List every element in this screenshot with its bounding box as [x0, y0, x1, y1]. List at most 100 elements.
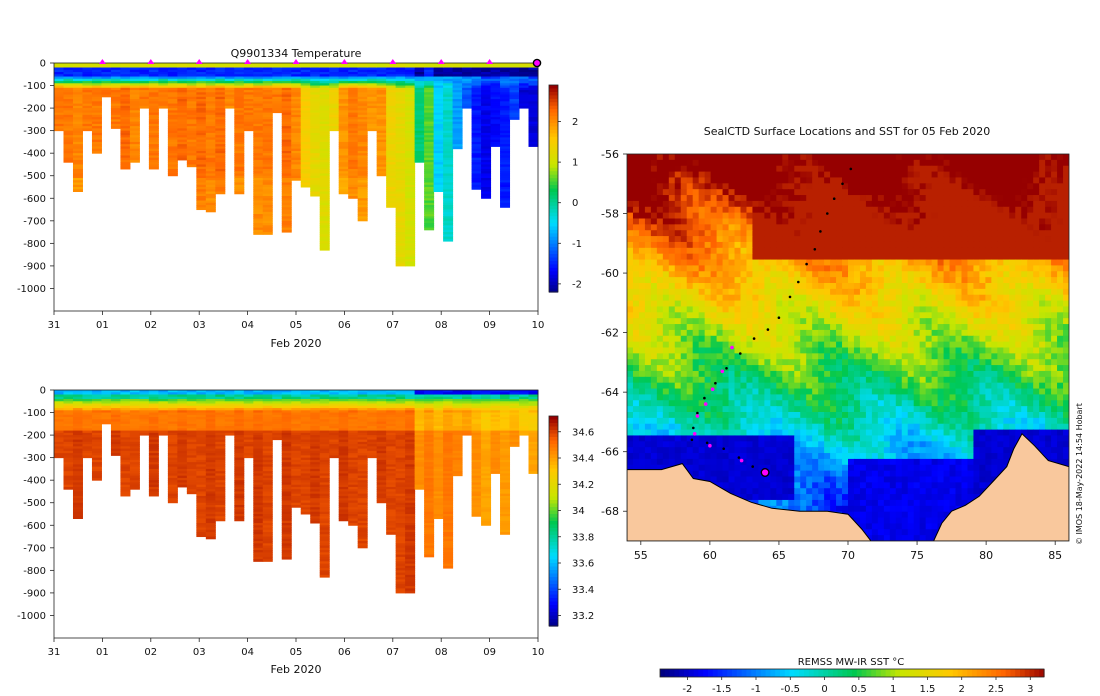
- temperature-cell: [452, 146, 463, 150]
- temperature-cell: [82, 121, 93, 125]
- temperature-cell: [471, 74, 482, 78]
- temperature-cell: [386, 76, 397, 80]
- temperature-cell: [471, 159, 482, 163]
- salinity-cell: [158, 394, 169, 398]
- temperature-cell: [319, 234, 330, 238]
- temperature-cell: [357, 69, 368, 73]
- salinity-cell: [91, 430, 102, 434]
- salinity-cell: [129, 426, 140, 429]
- temperature-cell: [120, 72, 131, 75]
- salinity-cell: [110, 426, 121, 429]
- temperature-cell: [424, 193, 435, 197]
- salinity-cell: [129, 446, 140, 450]
- temperature-cell: [319, 99, 330, 102]
- salinity-cell: [148, 446, 159, 450]
- temperature-cell: [443, 76, 454, 80]
- temperature-cell: [300, 112, 311, 116]
- temperature-cell: [72, 108, 83, 111]
- temperature-cell: [338, 69, 349, 73]
- temperature-cell: [376, 119, 387, 123]
- temperature-cell: [500, 196, 511, 199]
- temperature-cell: [158, 99, 169, 102]
- temperature-cell: [500, 191, 511, 195]
- temperature-cell: [500, 101, 511, 105]
- temperature-cell: [310, 65, 321, 68]
- temperature-cell: [91, 128, 102, 132]
- temperature-cell: [291, 112, 302, 116]
- salinity-cell: [91, 477, 102, 481]
- salinity-cell: [63, 421, 74, 425]
- temperature-cell: [395, 238, 406, 242]
- salinity-cell: [129, 457, 140, 461]
- temperature-cell: [167, 101, 178, 105]
- temperature-cell: [471, 121, 482, 125]
- temperature-cell: [338, 87, 349, 91]
- temperature-cell: [281, 132, 292, 136]
- temperature-cell: [224, 63, 235, 66]
- temperature-cell: [329, 92, 340, 96]
- temperature-cell: [120, 78, 131, 82]
- temperature-cell: [300, 99, 311, 102]
- salinity-cell: [63, 410, 74, 414]
- temperature-cell: [253, 117, 264, 120]
- temperature-cell: [139, 74, 150, 78]
- temperature-cell: [443, 155, 454, 159]
- temperature-cell: [177, 153, 188, 156]
- temperature-cell: [443, 214, 454, 217]
- temperature-cell: [357, 101, 368, 105]
- salinity-cell: [243, 455, 254, 459]
- temperature-cell: [148, 72, 159, 75]
- temperature-cell: [63, 74, 74, 78]
- colorbar-swatch: [549, 212, 558, 217]
- salinity-cell: [177, 430, 188, 434]
- temperature-cell: [148, 76, 159, 80]
- temperature-cell: [405, 67, 416, 71]
- temperature-cell: [310, 78, 321, 82]
- temperature-cell: [167, 94, 178, 98]
- temperature-cell: [452, 78, 463, 82]
- temperature-cell: [405, 99, 416, 102]
- salinity-cell: [167, 477, 178, 481]
- salinity-cell: [167, 484, 178, 488]
- salinity-cell: [129, 455, 140, 459]
- temperature-cell: [82, 78, 93, 82]
- temperature-cell: [253, 87, 264, 91]
- temperature-cell: [386, 162, 397, 165]
- temperature-cell: [291, 162, 302, 165]
- temperature-cell: [490, 110, 501, 114]
- temperature-cell: [158, 90, 169, 93]
- temperature-cell: [196, 99, 207, 102]
- temperature-cell: [414, 144, 425, 147]
- temperature-cell: [519, 69, 530, 73]
- temperature-cell: [91, 148, 102, 152]
- temperature-cell: [243, 103, 254, 107]
- temperature-cell: [509, 101, 520, 105]
- temperature-cell: [357, 184, 368, 188]
- temperature-cell: [414, 99, 425, 102]
- colorbar-swatch: [549, 195, 558, 200]
- salinity-cell: [291, 504, 302, 508]
- temperature-cell: [319, 173, 330, 177]
- salinity-cell: [120, 399, 131, 402]
- temperature-cell: [528, 99, 539, 102]
- temperature-cell: [481, 92, 492, 96]
- temperature-cell: [433, 114, 444, 118]
- temperature-cell: [215, 117, 226, 120]
- salinity-cell: [129, 464, 140, 468]
- temperature-cell: [395, 166, 406, 170]
- temperature-cell: [63, 157, 74, 161]
- salinity-cell: [196, 421, 207, 425]
- temperature-cell: [72, 157, 83, 161]
- temperature-cell: [443, 141, 454, 145]
- temperature-cell: [139, 76, 150, 80]
- salinity-cell: [177, 484, 188, 488]
- temperature-cell: [82, 119, 93, 123]
- temperature-cell: [63, 76, 74, 80]
- salinity-cell: [300, 511, 311, 515]
- temperature-cell: [300, 96, 311, 100]
- temperature-cell: [471, 85, 482, 89]
- salinity-cell: [91, 471, 102, 474]
- temperature-cell: [196, 207, 207, 211]
- x-tick-label: 01: [96, 320, 109, 331]
- temperature-cell: [129, 85, 140, 89]
